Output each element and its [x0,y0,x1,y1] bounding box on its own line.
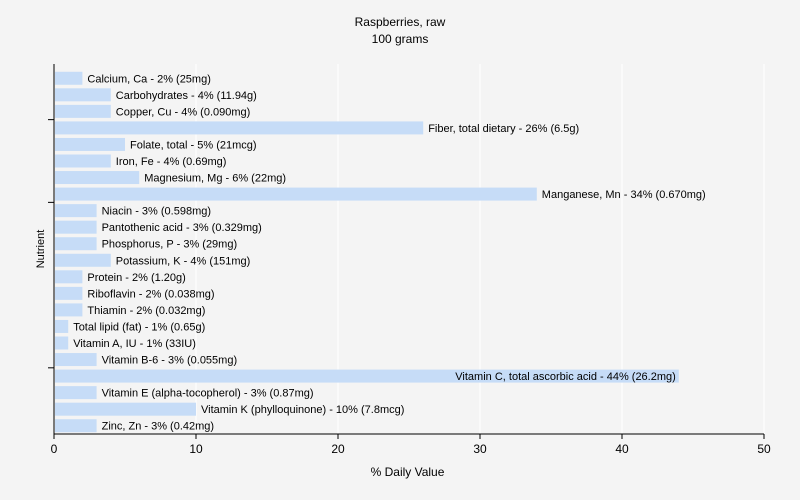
x-tick-label: 10 [189,442,203,456]
bar-label: Vitamin A, IU - 1% (33IU) [73,338,196,350]
bar [55,88,111,102]
bar [55,319,69,333]
bar-label: Copper, Cu - 4% (0.090mg) [116,106,251,118]
bar [55,270,83,284]
bar-label: Total lipid (fat) - 1% (0.65g) [73,321,205,333]
x-tick-label: 40 [615,442,629,456]
bar [55,402,196,416]
bar-label: Niacin - 3% (0.598mg) [102,206,211,218]
bar-label: Vitamin B-6 - 3% (0.055mg) [102,355,238,367]
bar-label: Vitamin K (phylloquinone) - 10% (7.8mcg) [201,404,404,416]
bar [55,303,83,317]
bar-label: Pantothenic acid - 3% (0.329mg) [102,222,262,234]
bar-label: Vitamin C, total ascorbic acid - 44% (26… [455,371,676,383]
bar [55,204,97,218]
bar [55,187,537,201]
chart-title: Raspberries, raw [354,15,446,29]
bar [55,286,83,300]
bar-label: Thiamin - 2% (0.032mg) [87,305,205,317]
bar-label: Riboflavin - 2% (0.038mg) [87,288,214,300]
x-tick-label: 30 [473,442,487,456]
bar-label: Magnesium, Mg - 6% (22mg) [144,173,286,185]
bar-label: Protein - 2% (1.20g) [87,272,185,284]
bar [55,121,424,135]
bar [55,253,111,267]
y-axis-label: Nutrient [35,229,47,269]
x-tick-label: 50 [757,442,771,456]
bar-label: Phosphorus, P - 3% (29mg) [102,239,238,251]
bar [55,419,97,433]
bar [55,137,125,151]
bar-label: Potassium, K - 4% (151mg) [116,255,251,267]
bar [55,104,111,118]
bar-label: Vitamin E (alpha-tocopherol) - 3% (0.87m… [102,388,314,400]
bar [55,220,97,234]
bar-label: Fiber, total dietary - 26% (6.5g) [428,123,579,135]
bar [55,171,140,185]
x-tick-label: 20 [331,442,345,456]
bar [55,353,97,367]
bar-label: Calcium, Ca - 2% (25mg) [87,73,210,85]
bar [55,369,679,383]
bar-label: Folate, total - 5% (21mcg) [130,139,257,151]
bar-label: Zinc, Zn - 3% (0.42mg) [102,421,214,433]
bar [55,386,97,400]
x-tick-label: 0 [51,442,58,456]
bar-label: Iron, Fe - 4% (0.69mg) [116,156,227,168]
bar [55,336,69,350]
bar [55,154,111,168]
chart-subtitle: 100 grams [371,32,429,46]
bar-label: Carbohydrates - 4% (11.94g) [116,90,257,102]
x-axis-label: % Daily Value [370,465,445,479]
bar [55,237,97,251]
bar [55,71,83,85]
bar-label: Manganese, Mn - 34% (0.670mg) [542,189,706,201]
